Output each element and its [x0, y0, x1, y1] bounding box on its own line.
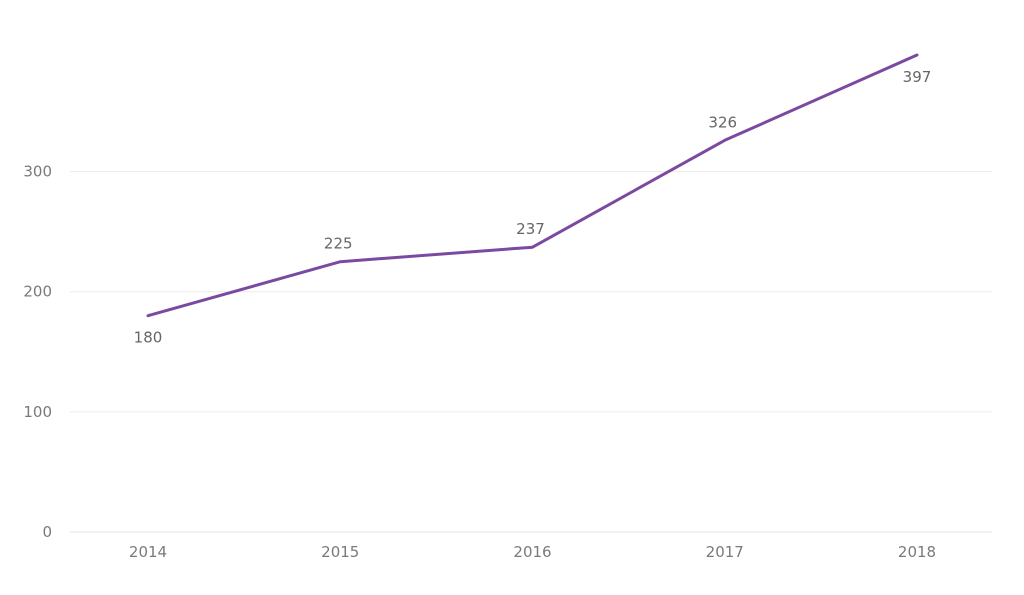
x-axis-ticks: 2014 2015 2016 2017 2018 — [129, 543, 936, 561]
data-label: 225 — [324, 235, 353, 253]
y-tick-label: 200 — [23, 283, 52, 301]
data-label: 237 — [516, 220, 545, 238]
series — [146, 53, 919, 318]
data-label: 397 — [903, 68, 932, 86]
x-tick-label: 2016 — [513, 543, 551, 561]
y-tick-label: 300 — [23, 163, 52, 181]
series-line — [146, 53, 919, 318]
data-label: 326 — [708, 113, 737, 131]
y-axis-ticks: 0 100 200 300 — [23, 163, 52, 541]
x-tick-label: 2018 — [898, 543, 936, 561]
x-tick-label: 2017 — [706, 543, 744, 561]
x-tick-label: 2015 — [321, 543, 359, 561]
x-tick-label: 2014 — [129, 543, 167, 561]
y-tick-label: 100 — [23, 403, 52, 421]
gridlines — [70, 171, 992, 533]
data-labels: 180 225 237 326 397 — [134, 68, 932, 347]
data-label: 180 — [134, 329, 163, 347]
y-tick-label: 0 — [42, 523, 52, 541]
